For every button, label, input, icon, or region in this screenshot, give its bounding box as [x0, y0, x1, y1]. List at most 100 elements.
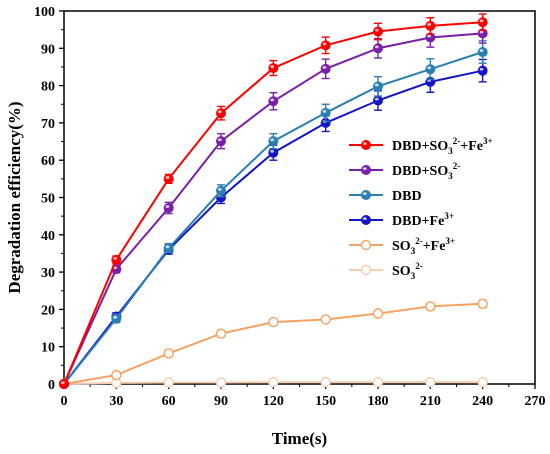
x-tick-label: 210: [420, 394, 441, 409]
series-0: [59, 13, 488, 389]
y-tick-label: 20: [41, 303, 55, 318]
x-tick-label: 150: [315, 394, 336, 409]
data-point-highlight: [270, 98, 275, 102]
series-1: [59, 22, 488, 389]
x-tick-label: 0: [61, 394, 68, 409]
series-4: [58, 298, 488, 390]
data-point: [216, 108, 226, 119]
legend-label: DBD: [392, 189, 422, 204]
data-point-highlight: [113, 256, 118, 260]
data-point-highlight: [270, 65, 275, 69]
y-tick-label: 0: [48, 378, 55, 393]
data-point: [320, 63, 331, 74]
y-axis-label: Degradation efficiency(%): [5, 101, 24, 293]
data-point-highlight: [479, 67, 484, 71]
legend-entry-0: DBD+SO32-+Fe3+: [349, 136, 493, 156]
data-point: [268, 136, 279, 147]
data-point: [373, 43, 383, 54]
data-point-highlight: [165, 245, 170, 249]
y-tick-label: 90: [41, 42, 55, 57]
data-point: [215, 377, 227, 388]
data-point: [268, 376, 279, 388]
data-point-highlight: [165, 176, 170, 179]
data-point: [373, 26, 383, 37]
data-point: [268, 96, 279, 107]
data-point: [268, 147, 279, 158]
legend-label: SO32-+Fe3+: [392, 236, 455, 256]
legend-entry-4: SO32-+Fe3+: [349, 236, 455, 256]
data-point: [111, 254, 122, 265]
data-point: [373, 95, 383, 106]
legend-entry-5: SO32-: [349, 261, 423, 281]
y-tick-label: 70: [41, 117, 55, 132]
legend-entry-3: DBD+Fe3+: [349, 211, 454, 229]
data-point: [477, 65, 488, 76]
data-point-highlight: [217, 110, 222, 114]
y-tick-label: 100: [34, 5, 55, 20]
data-point-highlight: [322, 66, 327, 69]
data-point: [425, 376, 436, 388]
data-point: [372, 376, 384, 388]
data-point: [320, 314, 331, 325]
y-tick-label: 60: [41, 154, 55, 169]
data-point-highlight: [270, 149, 275, 153]
data-point: [163, 173, 174, 184]
data-point-highlight: [217, 138, 222, 142]
legend-marker-highlight: [362, 217, 367, 221]
data-point: [111, 313, 122, 324]
data-point-highlight: [165, 205, 170, 208]
data-point-highlight: [113, 315, 118, 319]
data-point: [477, 376, 488, 388]
data-point: [163, 377, 174, 388]
data-point: [163, 202, 174, 213]
data-point-highlight: [374, 97, 379, 101]
legend-entry-2: DBD: [349, 189, 422, 204]
data-point: [163, 348, 174, 359]
legend-marker-highlight: [362, 142, 367, 146]
legend-label: DBD+Fe3+: [392, 211, 454, 229]
data-point-highlight: [374, 28, 379, 32]
data-point-highlight: [427, 23, 432, 26]
data-point-highlight: [479, 19, 484, 23]
data-point-highlight: [427, 34, 432, 38]
legend-marker-highlight: [362, 192, 367, 196]
data-point: [425, 64, 436, 75]
legend-swatch-marker: [360, 264, 372, 276]
x-tick-label: 30: [109, 394, 123, 409]
x-axis-label: Time(s): [272, 429, 327, 448]
legend-swatch-marker: [361, 165, 371, 175]
data-point: [216, 136, 226, 147]
data-point-highlight: [322, 42, 327, 46]
data-point-highlight: [217, 187, 222, 191]
data-point: [268, 63, 279, 74]
data-point: [320, 376, 331, 388]
legend-label: SO32-: [392, 261, 423, 281]
legend-entry-1: DBD+SO32-: [349, 161, 460, 181]
legend: DBD+SO32-+Fe3+ DBD+SO32- DBD DBD+Fe3+ SO32-+…: [349, 136, 493, 281]
data-point-highlight: [60, 381, 65, 384]
data-point: [111, 369, 122, 381]
data-point: [372, 308, 384, 319]
plot-frame: [63, 10, 536, 385]
legend-swatch-marker: [360, 239, 372, 251]
data-point: [215, 328, 227, 339]
legend-label: DBD+SO32-: [392, 161, 460, 181]
data-point-highlight: [374, 83, 379, 87]
series-5: [58, 376, 488, 390]
data-point: [477, 298, 488, 310]
y-tick-label: 80: [41, 80, 55, 95]
y-tick-label: 30: [41, 266, 55, 281]
data-point: [425, 301, 436, 312]
data-point: [477, 47, 488, 58]
x-tick-label: 60: [162, 394, 176, 409]
data-point: [268, 316, 279, 328]
data-point: [216, 185, 226, 196]
data-point: [477, 17, 488, 28]
legend-label: DBD+SO32-+Fe3+: [392, 136, 493, 156]
data-point-highlight: [374, 45, 379, 49]
x-tick-label: 240: [472, 394, 493, 409]
series-line: [63, 302, 483, 385]
data-point: [373, 81, 383, 92]
data-point-highlight: [270, 138, 275, 142]
